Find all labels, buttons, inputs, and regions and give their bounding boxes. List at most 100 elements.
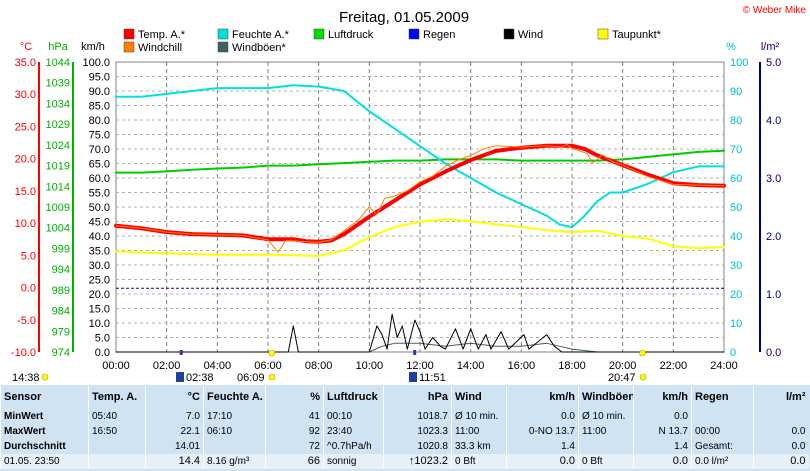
- rain-axis-label: l/m²: [761, 41, 780, 53]
- temp-tick-label: -10.0: [11, 347, 36, 359]
- stats-header-row: Sensor Temp. A. °C Feuchte A. % Luftdruc…: [0, 385, 809, 409]
- x-tick-label: 16:00: [508, 360, 536, 372]
- legend-swatch: [597, 28, 609, 40]
- min-label: MinWert: [0, 409, 89, 424]
- wind-tick-label: 100.0: [82, 57, 110, 69]
- moonrise-time: 02:38: [186, 372, 214, 384]
- rain-tick-label: 2.0: [766, 231, 781, 243]
- legend-label: Luftdruck: [328, 29, 374, 41]
- pressure-tick-label: 999: [52, 243, 70, 255]
- temp-tick-label: -5.0: [17, 315, 36, 327]
- temp-tick-label: 0.0: [21, 283, 36, 295]
- x-tick-label: 08:00: [305, 360, 333, 372]
- min-temp-time: 05:40: [88, 409, 146, 424]
- wind-tick-label: 90.0: [89, 86, 110, 98]
- wind-tick-label: 20.0: [89, 289, 110, 301]
- hdr-humidity: Feuchte A.: [203, 385, 266, 409]
- temp-tick-label: 30.0: [15, 89, 36, 101]
- hdr-temp-unit: °C: [145, 385, 204, 409]
- sunrise-label-icon: [268, 373, 276, 381]
- hdr-temp: Temp. A.: [88, 385, 146, 409]
- windchill-series-line: [115, 144, 725, 253]
- moonset-time: 11:51: [419, 372, 446, 384]
- min-hum-time: 17:10: [203, 409, 266, 424]
- humidity-tick-label: 90: [730, 86, 742, 98]
- pressure-tick-label: 984: [52, 306, 70, 318]
- rain-tick-label: 0.0: [766, 347, 781, 359]
- x-tick-label: 02:00: [153, 360, 181, 372]
- pressure-tick-label: 1034: [46, 98, 70, 110]
- humidity-tick-label: 100: [730, 57, 748, 69]
- wind-tick-label: 65.0: [89, 159, 110, 171]
- current-weather: sonnig: [323, 454, 384, 469]
- x-tick-label: 24:00: [710, 360, 738, 372]
- wind-tick-label: 95.0: [89, 72, 110, 84]
- wind-tick-label: 55.0: [89, 188, 110, 200]
- wind-tick-label: 30.0: [89, 260, 110, 272]
- x-tick-label: 18:00: [558, 360, 586, 372]
- max-rain-time: 00:00: [691, 424, 754, 439]
- humidity-tick-label: 70: [730, 144, 742, 156]
- min-hum-value: 41: [265, 409, 324, 424]
- gust-series-line: [115, 342, 725, 353]
- pressure-tick-label: 994: [52, 264, 70, 276]
- hdr-rain: Regen: [691, 385, 754, 409]
- x-tick-label: 22:00: [660, 360, 688, 372]
- legend-label: Wind: [518, 29, 543, 41]
- avg-wind-distance: 33.3 km: [451, 439, 507, 454]
- humidity-series-line: [115, 84, 725, 229]
- pressure-tick-label: 989: [52, 285, 70, 297]
- avg-temp-value: 14.01: [145, 439, 204, 454]
- hdr-wind: Wind: [451, 385, 507, 409]
- start-sun-icon: [41, 373, 49, 381]
- current-press-value: ↑1023.2: [383, 454, 452, 469]
- max-gust-dir: N: [658, 426, 666, 437]
- sunrise-icon: [268, 349, 276, 357]
- avg-gust-value: 1.4: [633, 439, 692, 454]
- max-label: MaxWert: [0, 424, 89, 439]
- legend-swatch: [123, 41, 135, 53]
- temp-axis-label: °C: [20, 41, 32, 53]
- stats-avg-row: Durchschnitt 14.01 72 ^0.7hPa/h 1020.8 3…: [0, 439, 809, 454]
- moonrise-icon: [179, 350, 183, 355]
- temp-tick-label: 35.0: [15, 57, 36, 69]
- x-axis-ticks: 00:00 02:00 04:00 06:00 08:00 10:00 12:00 14:00…: [102, 360, 738, 372]
- stats-current-row: 01.05. 23:50 14.4 8.16 g/m³ 66 sonnig ↑1…: [0, 454, 809, 469]
- rain-tick-label: 4.0: [766, 115, 781, 127]
- avg-label: Durchschnitt: [0, 439, 89, 454]
- humidity-tick-label: 0: [730, 347, 736, 359]
- pressure-tick-label: 1024: [46, 140, 70, 152]
- dewpoint-series-line: [115, 218, 725, 257]
- min-rain-value: [753, 409, 809, 424]
- weather-chart: Freitag, 01.05.2009 © Weber Mike Temp. A…: [11, 5, 807, 384]
- pressure-tick-label: 1014: [46, 181, 70, 193]
- legend-label: Taupunkt*: [612, 29, 662, 41]
- max-wind-time: 11:00: [451, 424, 507, 439]
- sunset-label-icon: [639, 373, 647, 381]
- wind-tick-label: 70.0: [89, 144, 110, 156]
- hdr-humidity-unit: %: [265, 385, 324, 409]
- pressure-tick-label: 1019: [46, 161, 70, 173]
- legend-swatch: [217, 41, 229, 53]
- hdr-gust-unit: km/h: [633, 385, 692, 409]
- current-gust-bft: 0 Bft: [578, 454, 634, 469]
- x-tick-label: 14:00: [457, 360, 485, 372]
- pressure-tick-label: 1044: [46, 57, 70, 69]
- min-wind-value: 0.0: [506, 409, 579, 424]
- wind-tick-label: 85.0: [89, 101, 110, 113]
- humidity-tick-label: 30: [730, 260, 742, 272]
- max-hum-value: 92: [265, 424, 324, 439]
- humidity-tick-label: 40: [730, 231, 742, 243]
- sunset-icon: [639, 349, 646, 357]
- max-rain-value: 0.0: [753, 424, 809, 439]
- legend-label: Windböen*: [232, 42, 287, 54]
- x-tick-label: 00:00: [102, 360, 130, 372]
- wind-tick-label: 75.0: [89, 130, 110, 142]
- pressure-tick-label: 974: [52, 347, 70, 359]
- wind-tick-label: 5.0: [95, 333, 110, 345]
- min-gust-label: Ø 10 min.: [578, 409, 634, 424]
- humidity-tick-label: 50: [730, 202, 742, 214]
- stats-min-row: MinWert 05:40 7.0 17:10 41 00:10 1018.7 …: [0, 409, 809, 424]
- max-gust-time: 11:00: [578, 424, 634, 439]
- min-rain-label: [691, 409, 754, 424]
